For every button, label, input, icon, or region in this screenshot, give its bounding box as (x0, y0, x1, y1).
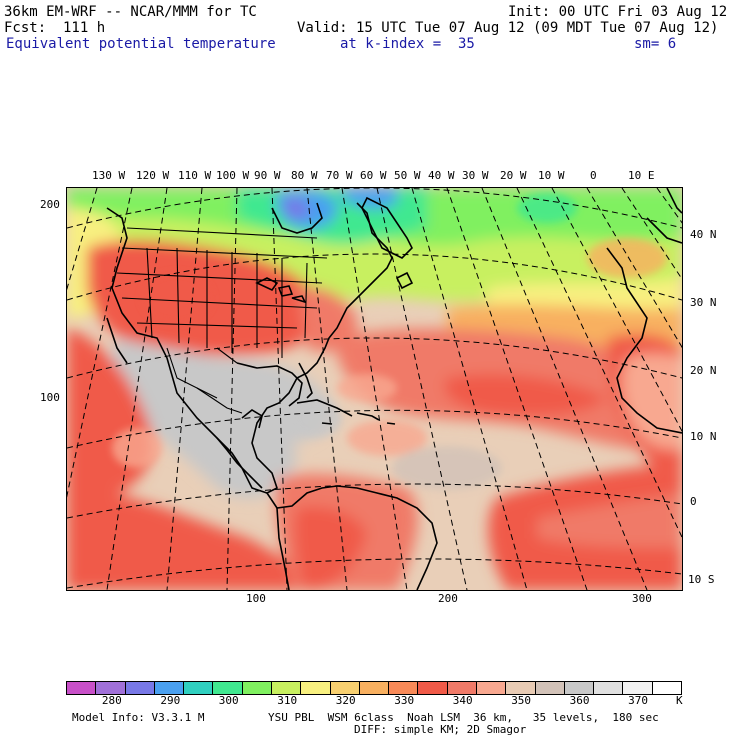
colorbar-swatch (594, 682, 624, 694)
model-info: Model Info: V3.3.1 M (72, 711, 205, 724)
colorbar-label: 280 (101, 694, 122, 707)
init-time: Init: 00 UTC Fri 03 Aug 12 (508, 4, 728, 20)
colorbar-swatch (564, 682, 595, 694)
latitude-label: 40 N (690, 228, 717, 241)
colorbar-swatch (154, 682, 185, 694)
colorbar-swatch (67, 682, 97, 694)
latitude-label: 10 S (688, 573, 715, 586)
colorbar-swatch (418, 682, 448, 694)
latitude-label: 10 N (690, 430, 717, 443)
colorbar-label: 320 (335, 694, 356, 707)
level-index: at k-index = 35 (340, 36, 475, 52)
longitude-label: 90 W (254, 169, 281, 182)
physics-info: YSU PBL WSM 6class Noah LSM 36 km, 35 le… (268, 711, 659, 724)
colorbar-label: 340 (452, 694, 473, 707)
longitude-label: 50 W (394, 169, 421, 182)
colorbar-swatch (535, 682, 565, 694)
colorbar (66, 681, 682, 695)
longitude-label: 110 W (178, 169, 212, 182)
colorbar-swatch (271, 682, 302, 694)
field-name: Equivalent potential temperature (6, 36, 276, 52)
longitude-label: 60 W (360, 169, 387, 182)
colorbar-label: 300 (218, 694, 239, 707)
longitude-label: 40 W (428, 169, 455, 182)
colorbar-swatch (652, 682, 681, 694)
grid-y-label: 200 (40, 198, 60, 211)
colorbar-label: 310 (277, 694, 298, 707)
colorbar-swatch (301, 682, 331, 694)
longitude-label: 120 W (136, 169, 170, 182)
colorbar-label: 330 (394, 694, 415, 707)
grid-x-label: 200 (438, 592, 458, 605)
grid-y-label: 100 (40, 391, 60, 404)
latitude-label: 0 (690, 495, 697, 508)
colorbar-unit: K (676, 694, 683, 707)
grid-x-label: 300 (632, 592, 652, 605)
grid-x-label: 100 (246, 592, 266, 605)
colorbar-swatch (184, 682, 214, 694)
longitude-label: 70 W (326, 169, 353, 182)
colorbar-swatch (125, 682, 155, 694)
colorbar-swatch (330, 682, 360, 694)
colorbar-swatch (213, 682, 243, 694)
longitude-label: 100 W (216, 169, 250, 182)
colorbar-swatch (447, 682, 477, 694)
longitude-label: 10 W (538, 169, 565, 182)
colorbar-swatch (476, 682, 507, 694)
colorbar-swatch (359, 682, 390, 694)
smoothing-value: sm= 6 (634, 36, 677, 52)
longitude-label: 130 W (92, 169, 126, 182)
longitude-label: 0 (590, 169, 597, 182)
colorbar-label: 360 (569, 694, 590, 707)
political-boundaries (116, 227, 328, 414)
graticule (67, 188, 682, 590)
forecast-hour: Fcst: 111 h (4, 20, 106, 36)
colorbar-swatch (389, 682, 419, 694)
theta-e-map (67, 188, 682, 590)
colorbar-swatch (623, 682, 653, 694)
colorbar-label: 370 (628, 694, 649, 707)
coastlines (106, 188, 682, 590)
longitude-label: 80 W (291, 169, 318, 182)
longitude-label: 20 W (500, 169, 527, 182)
map-panel (66, 187, 683, 591)
diffusion-info: DIFF: simple KM; 2D Smagor (354, 723, 527, 736)
colorbar-label: 350 (511, 694, 532, 707)
model-title: 36km EM-WRF -- NCAR/MMM for TC (4, 4, 257, 20)
colorbar-swatch (242, 682, 272, 694)
colorbar-swatch (506, 682, 536, 694)
colorbar-label: 290 (160, 694, 181, 707)
latitude-label: 30 N (690, 296, 717, 309)
latitude-label: 20 N (690, 364, 717, 377)
longitude-label: 10 E (628, 169, 655, 182)
valid-time: Valid: 15 UTC Tue 07 Aug 12 (09 MDT Tue … (297, 20, 719, 36)
colorbar-swatch (96, 682, 126, 694)
longitude-label: 30 W (462, 169, 489, 182)
